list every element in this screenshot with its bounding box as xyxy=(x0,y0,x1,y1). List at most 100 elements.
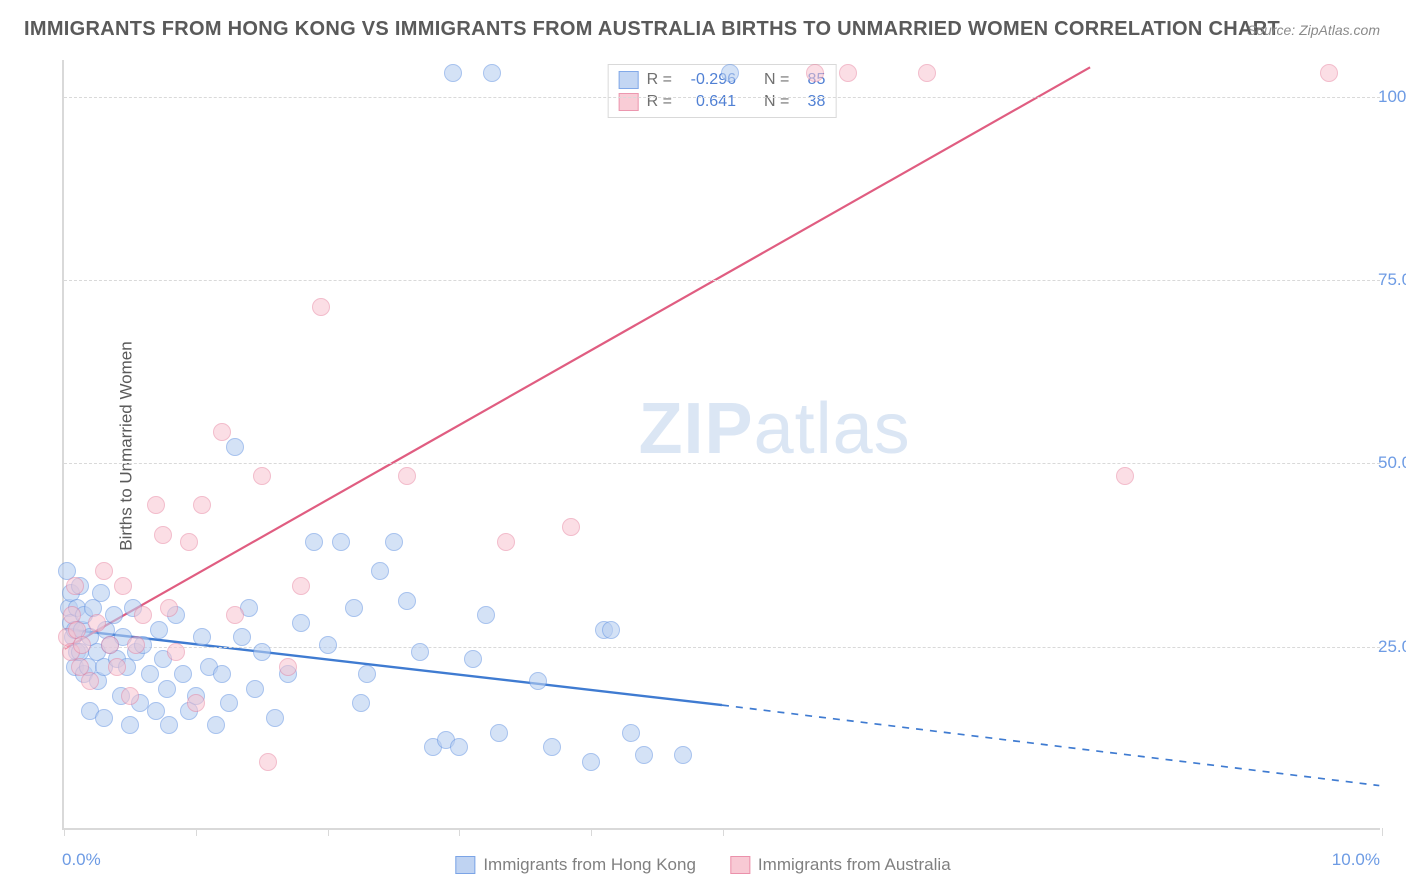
legend-series-name: Immigrants from Hong Kong xyxy=(483,855,696,875)
data-point xyxy=(193,496,211,514)
x-tick xyxy=(591,828,592,836)
data-point xyxy=(226,438,244,456)
data-point xyxy=(213,665,231,683)
x-tick-label: 10.0% xyxy=(1332,850,1380,870)
data-point xyxy=(385,533,403,551)
data-point xyxy=(220,694,238,712)
gridline xyxy=(64,463,1380,464)
data-point xyxy=(73,636,91,654)
data-point xyxy=(411,643,429,661)
data-point xyxy=(635,746,653,764)
data-point xyxy=(105,606,123,624)
data-point xyxy=(352,694,370,712)
y-tick-label: 25.0% xyxy=(1378,637,1406,657)
data-point xyxy=(160,599,178,617)
data-point xyxy=(444,64,462,82)
data-point xyxy=(371,562,389,580)
x-tick xyxy=(196,828,197,836)
chart-title: IMMIGRANTS FROM HONG KONG VS IMMIGRANTS … xyxy=(24,18,1280,41)
legend-swatch xyxy=(619,71,639,89)
data-point xyxy=(918,64,936,82)
data-point xyxy=(312,298,330,316)
data-point xyxy=(450,738,468,756)
data-point xyxy=(108,658,126,676)
data-point xyxy=(292,614,310,632)
data-point xyxy=(721,64,739,82)
trend-lines-svg xyxy=(64,60,1380,828)
series-legend: Immigrants from Hong Kong Immigrants from… xyxy=(455,855,950,875)
legend-n-label: N = xyxy=(764,71,789,89)
x-tick xyxy=(459,828,460,836)
data-point xyxy=(1116,467,1134,485)
data-point xyxy=(622,724,640,742)
data-point xyxy=(332,533,350,551)
watermark: ZIPatlas xyxy=(639,388,911,470)
data-point xyxy=(253,467,271,485)
data-point xyxy=(88,614,106,632)
legend-row: R =0.641N =38 xyxy=(619,91,826,113)
data-point xyxy=(92,584,110,602)
data-point xyxy=(305,533,323,551)
y-tick-label: 75.0% xyxy=(1378,270,1406,290)
data-point xyxy=(279,658,297,676)
y-tick-label: 100.0% xyxy=(1378,87,1406,107)
data-point xyxy=(134,606,152,624)
data-point xyxy=(246,680,264,698)
x-tick xyxy=(64,828,65,836)
data-point xyxy=(187,694,205,712)
data-point xyxy=(497,533,515,551)
x-tick xyxy=(1382,828,1383,836)
data-point xyxy=(121,716,139,734)
data-point xyxy=(839,64,857,82)
watermark-atlas: atlas xyxy=(754,389,911,469)
data-point xyxy=(174,665,192,683)
legend-series-name: Immigrants from Australia xyxy=(758,855,951,875)
data-point xyxy=(160,716,178,734)
legend-item: Immigrants from Australia xyxy=(730,855,951,875)
data-point xyxy=(1320,64,1338,82)
data-point xyxy=(95,709,113,727)
source-label: Source: ZipAtlas.com xyxy=(1247,22,1380,38)
data-point xyxy=(154,526,172,544)
data-point xyxy=(319,636,337,654)
data-point xyxy=(158,680,176,698)
data-point xyxy=(266,709,284,727)
legend-swatch xyxy=(730,856,750,874)
data-point xyxy=(213,423,231,441)
legend-item: Immigrants from Hong Kong xyxy=(455,855,696,875)
data-point xyxy=(167,643,185,661)
data-point xyxy=(358,665,376,683)
data-point xyxy=(543,738,561,756)
y-tick-label: 50.0% xyxy=(1378,453,1406,473)
x-tick xyxy=(328,828,329,836)
legend-r-label: R = xyxy=(647,71,672,89)
data-point xyxy=(483,64,501,82)
x-tick-label: 0.0% xyxy=(62,850,101,870)
data-point xyxy=(562,518,580,536)
data-point xyxy=(147,496,165,514)
legend-swatch xyxy=(455,856,475,874)
data-point xyxy=(180,533,198,551)
watermark-zip: ZIP xyxy=(639,389,754,469)
data-point xyxy=(81,672,99,690)
data-point xyxy=(95,562,113,580)
data-point xyxy=(127,636,145,654)
data-point xyxy=(207,716,225,734)
gridline xyxy=(64,97,1380,98)
data-point xyxy=(398,467,416,485)
data-point xyxy=(345,599,363,617)
chart-plot-area: ZIPatlas R =-0.296N =85R =0.641N =38 25.… xyxy=(62,60,1380,830)
data-point xyxy=(150,621,168,639)
data-point xyxy=(253,643,271,661)
data-point xyxy=(114,577,132,595)
data-point xyxy=(292,577,310,595)
data-point xyxy=(259,753,277,771)
data-point xyxy=(806,64,824,82)
data-point xyxy=(582,753,600,771)
data-point xyxy=(477,606,495,624)
data-point xyxy=(398,592,416,610)
data-point xyxy=(147,702,165,720)
data-point xyxy=(529,672,547,690)
gridline xyxy=(64,280,1380,281)
data-point xyxy=(193,628,211,646)
